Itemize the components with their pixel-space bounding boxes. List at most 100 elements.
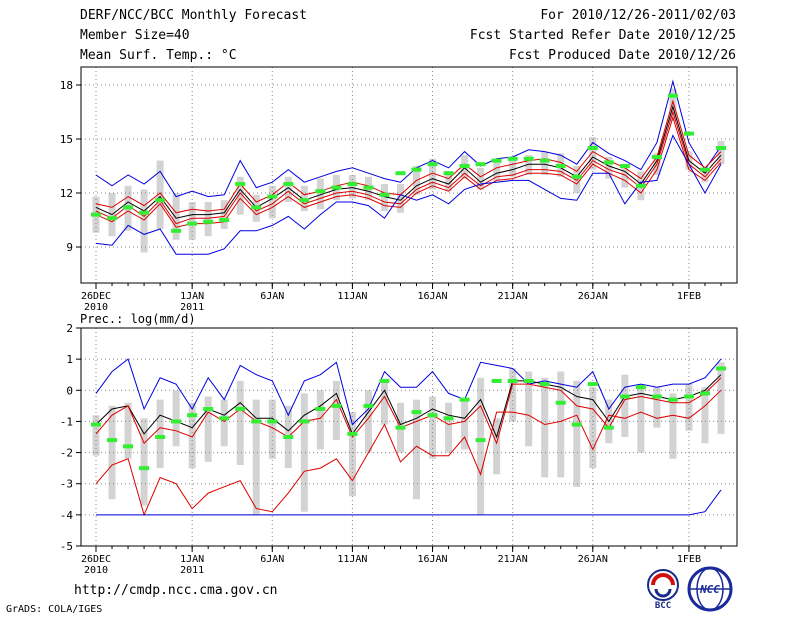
temp-member-marker	[619, 164, 630, 168]
prec-member-marker	[283, 435, 294, 439]
prec-ytick-label: -5	[60, 540, 73, 553]
prec-spread-box	[509, 368, 517, 422]
prec-member-marker	[716, 366, 726, 371]
temp-member-marker	[123, 205, 134, 210]
temp-spread-box	[236, 176, 244, 215]
prec-member-marker	[571, 422, 582, 427]
temp-member-marker	[587, 146, 598, 150]
prec-spread-box	[140, 418, 148, 506]
temp-xtick-label: 21JAN	[498, 291, 528, 302]
temp-member-marker	[491, 158, 502, 163]
temp-member-marker	[139, 210, 150, 215]
prec-spread-box	[380, 380, 388, 425]
bcc-logo-arc	[651, 573, 675, 586]
temp-spread-box	[204, 202, 212, 237]
temp-spread-box	[284, 176, 292, 202]
temp-ytick-label: 9	[66, 241, 73, 254]
temp-member-marker	[603, 160, 614, 165]
prec-spread-box	[300, 393, 308, 512]
prec-spread-box	[717, 362, 725, 434]
prec-xtick-label: 1JAN	[180, 554, 204, 565]
temp-spread-box	[172, 193, 180, 240]
prec-ytick-label: -3	[60, 478, 73, 491]
temp-spread-box	[268, 185, 276, 219]
temp-series-mean	[95, 104, 722, 219]
temp-spread-box	[589, 137, 597, 170]
temp-spread-box	[445, 171, 453, 192]
temp-member-marker	[299, 198, 310, 203]
prec-xtick-label: 21JAN	[498, 554, 528, 565]
prec-spread-box	[188, 402, 196, 469]
prec-xtick-label: 1FEB	[677, 554, 701, 565]
temp-spread-box	[156, 160, 164, 229]
prec-member-marker	[555, 400, 566, 405]
temp-member-marker	[347, 182, 358, 186]
prec-xtick-year: 2010	[84, 565, 108, 576]
prec-spread-box	[252, 399, 260, 515]
temp-member-marker	[363, 185, 374, 190]
temp-series-min	[95, 134, 722, 255]
temp-member-marker	[459, 164, 470, 168]
prec-spread-box	[477, 377, 485, 515]
temp-xtick-year: 2010	[84, 302, 108, 313]
grads-credit: GrADS: COLA/IGES	[6, 604, 103, 615]
bcc-logo: BCC	[647, 569, 679, 610]
prec-spread-box	[220, 399, 228, 447]
temp-spread-box	[717, 140, 725, 165]
temp-member-marker	[395, 171, 406, 176]
prec-spread-box	[653, 387, 661, 428]
prec-spread-box	[525, 371, 533, 447]
prec-member-marker	[203, 406, 214, 411]
chart-title: DERF/NCC/BCC Monthly Forecast	[80, 8, 307, 23]
temp-series-median	[95, 110, 722, 225]
temp-member-marker	[235, 182, 246, 186]
prec-spread-box	[332, 380, 340, 441]
prec-member-marker	[347, 431, 358, 436]
prec-spread-box	[445, 402, 453, 453]
temp-member-marker	[203, 219, 214, 224]
prec-xtick-label: 6JAN	[260, 554, 284, 565]
prec-ytick-label: 2	[66, 322, 73, 335]
temp-spread-box	[220, 200, 228, 229]
prec-member-marker	[155, 435, 166, 439]
prec-member-marker	[267, 419, 278, 424]
temp-series-max	[95, 79, 722, 198]
temp-spread-box	[477, 167, 485, 190]
prec-series-mean	[95, 374, 722, 439]
temp-member-marker	[331, 185, 342, 190]
prec-spread-box	[541, 377, 549, 478]
prec-member-marker	[331, 403, 342, 408]
prec-spread-box	[557, 371, 565, 478]
prec-spread-box	[92, 415, 100, 456]
temp-ytick-label: 12	[60, 187, 73, 200]
prec-member-marker	[299, 419, 310, 424]
temp-xtick-label: 11JAN	[337, 291, 367, 302]
temp-member-marker	[667, 93, 678, 98]
ncc-logo: NCC	[687, 566, 733, 612]
prec-member-marker	[123, 444, 134, 449]
bcc-logo-swirl	[654, 588, 672, 598]
temp-member-marker	[571, 174, 582, 179]
prec-member-marker	[603, 425, 614, 430]
temp-member-marker	[171, 228, 182, 233]
source-url[interactable]: http://cmdp.ncc.cma.gov.cn	[74, 583, 278, 598]
temp-xtick-label: 16JAN	[417, 291, 447, 302]
temp-member-marker	[651, 155, 662, 159]
forecast-period: For 2010/12/26-2011/02/03	[540, 8, 736, 23]
prec-member-marker	[651, 394, 662, 399]
temp-member-marker	[475, 162, 486, 167]
temp-member-marker	[379, 192, 390, 197]
prec-ytick-label: -2	[60, 447, 73, 460]
temp-spread-box	[605, 157, 613, 179]
temp-member-marker	[539, 158, 550, 163]
prec-member-marker	[251, 419, 262, 424]
temp-spread-box	[348, 175, 356, 199]
prec-spread-box	[701, 387, 709, 444]
prec-spread-box	[685, 384, 693, 431]
temp-member-marker	[427, 162, 438, 167]
temp-spread-box	[701, 167, 709, 183]
temp-spread-box	[188, 202, 196, 240]
temp-spread-box	[525, 155, 533, 175]
